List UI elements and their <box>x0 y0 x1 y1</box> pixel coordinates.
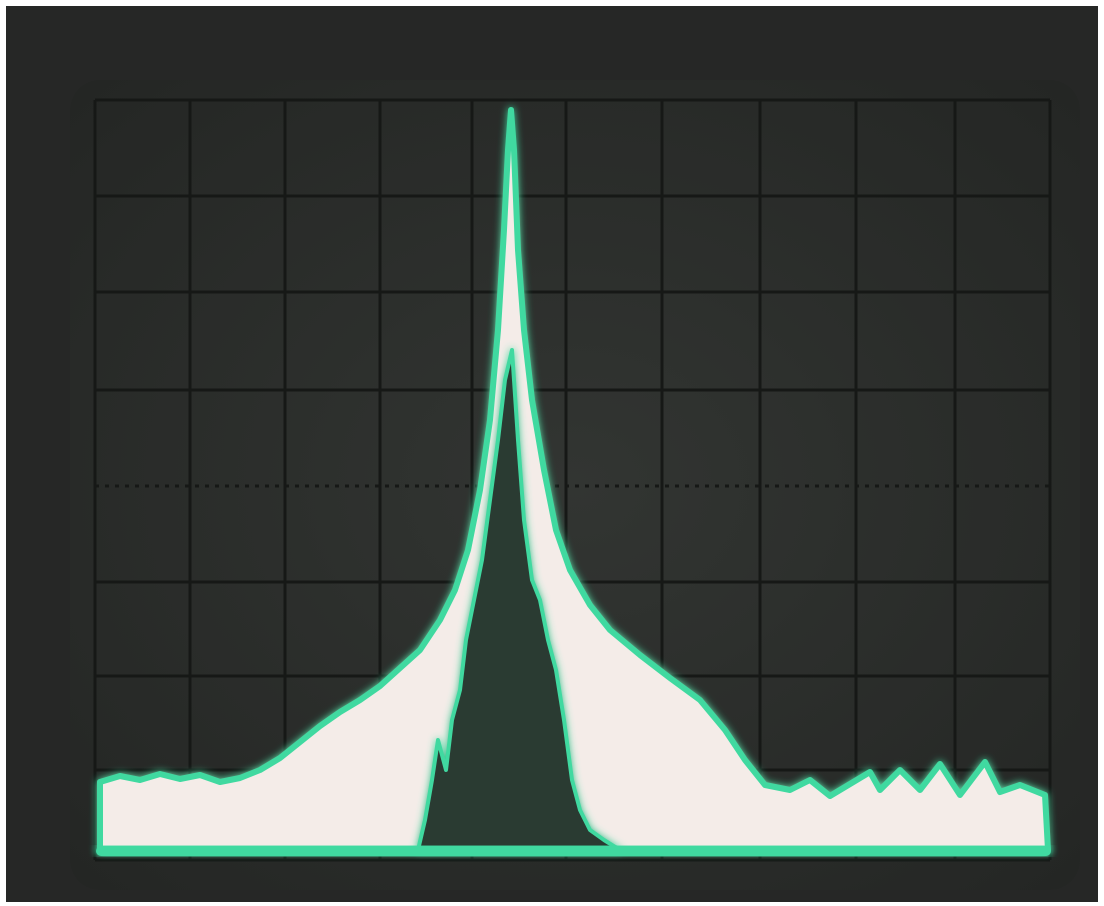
baseline <box>96 846 1051 856</box>
spectrum-notch <box>416 348 622 852</box>
spectrum-trace <box>97 107 1051 853</box>
